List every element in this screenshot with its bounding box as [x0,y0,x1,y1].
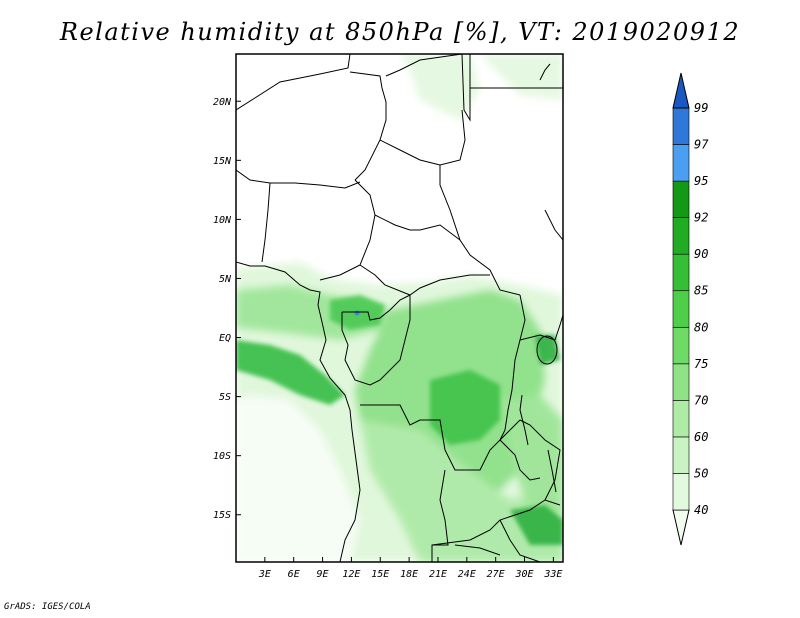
lat-tick-label: 15N [213,156,232,167]
field-core-coast [236,340,345,405]
map-frame [235,53,564,563]
colorbar: 40 50 60 70 75 80 85 90 92 95 97 99 [672,72,709,546]
colorbar-label: 92 [694,211,708,225]
colorbar-label: 60 [694,430,708,444]
colorbar-segment [672,253,690,292]
field-dry-gabon-coast [236,395,360,562]
colorbar-lower-arrow [672,509,690,546]
colorbar-segment [672,363,690,401]
colorbar-segment [672,180,690,218]
country-borders [236,54,563,562]
colorbar-label: 70 [694,393,708,407]
colorbar-segment [672,400,690,438]
grads-credit: GrADS: IGES/COLA [4,602,91,612]
colorbar-segment [672,144,690,182]
map-title: Relative humidity at 850hPa [%], VT: 201… [59,18,741,46]
lat-tick-label: 5S [219,392,231,403]
colorbar-segment [672,436,690,474]
lon-tick-label: 24E [458,569,476,580]
field-core-south [510,505,563,545]
colorbar-label: 90 [694,247,708,261]
lon-tick-label: 15E [371,569,389,580]
colorbar-label: 40 [694,503,708,517]
lat-axis: 20N 15N 10N 5N EQ 5S 10S 15S [213,97,241,521]
lat-tick-label: 10N [213,215,232,226]
field-blue-spot [354,310,360,316]
colorbar-segment [672,290,690,328]
colorbar-label: 50 [694,466,708,480]
colorbar-label: 85 [694,284,708,298]
field-light-north [400,54,480,120]
lon-tick-label: 9E [317,569,329,580]
field-mid-lakes [500,395,563,520]
lon-tick-label: 30E [514,569,533,580]
colorbar-label: 95 [694,174,708,188]
colorbar-upper-arrow [672,72,690,109]
field-core-congo [430,370,500,445]
lat-tick-label: 10S [213,451,231,462]
field-mid-south [360,420,563,562]
colorbar-segment [672,107,690,145]
colorbar-label: 99 [694,101,708,115]
lat-tick-label: 5N [219,274,232,285]
lon-tick-label: 12E [342,569,360,580]
lat-tick-label: 15S [213,510,231,521]
humidity-field [236,54,563,562]
lon-tick-label: 33E [543,569,562,580]
lon-tick-label: 21E [429,569,447,580]
lat-tick-label: EQ [219,333,231,344]
lon-tick-label: 27E [487,569,505,580]
lon-tick-label: 3E [258,569,271,580]
lon-tick-label: 18E [400,569,418,580]
colorbar-label: 97 [694,138,709,152]
lon-tick-label: 6E [288,569,300,580]
lat-tick-label: 20N [213,97,232,108]
colorbar-segment [672,473,690,511]
colorbar-segment [672,217,690,255]
colorbar-segment [672,326,690,365]
field-core-victoria [535,335,560,365]
colorbar-label: 75 [694,357,708,371]
colorbar-label: 80 [694,320,708,334]
lon-axis: 3E 6E 9E 12E 15E 18E 21E 24E 27E 30E 33E [258,557,562,580]
